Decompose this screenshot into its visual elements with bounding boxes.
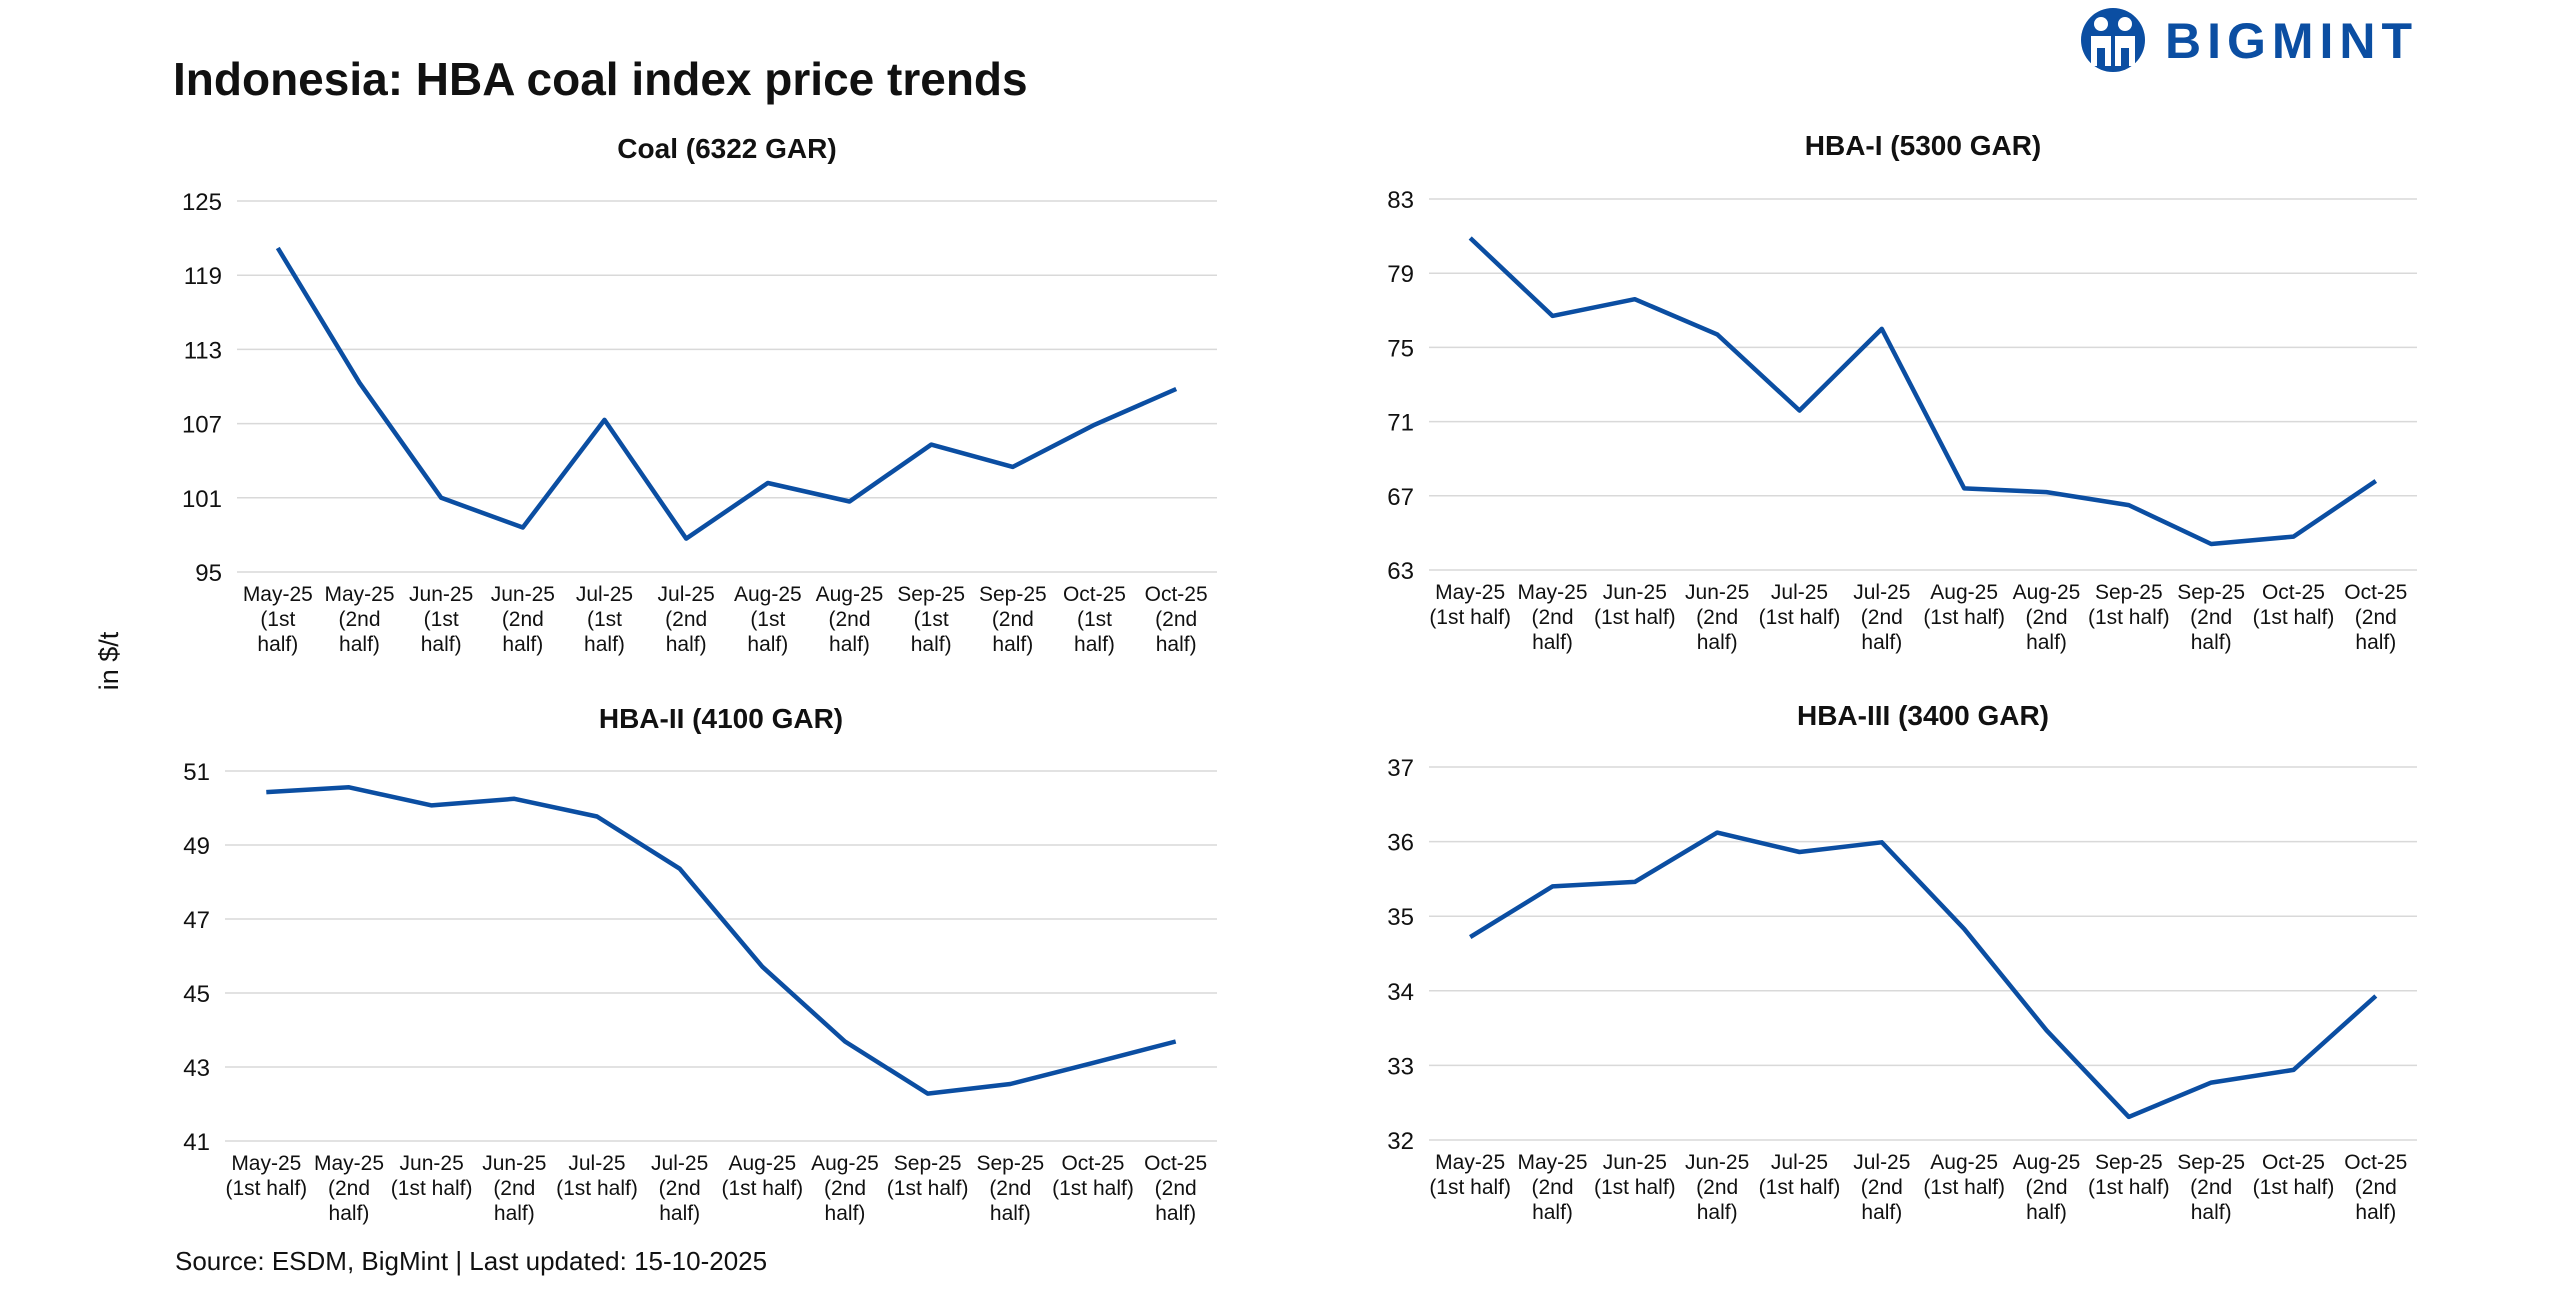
x-tick-label: May-25 (1st half) xyxy=(242,583,313,656)
x-tick-label: Oct-25 (2nd half) xyxy=(1144,583,1208,656)
y-tick-label: 47 xyxy=(183,907,210,934)
x-tick-label: May-25 (2nd half) xyxy=(1517,1151,1588,1224)
x-tick-label: Aug-25 (2nd half) xyxy=(2012,1151,2081,1224)
x-tick-label: Aug-25 (1st half) xyxy=(733,583,802,656)
x-tick-label: Jul-25 (2nd half) xyxy=(1853,581,1911,654)
y-tick-label: 49 xyxy=(183,833,210,860)
y-tick-label: 113 xyxy=(184,337,222,364)
x-tick-label: Jun-25 (2nd half) xyxy=(1685,1151,1750,1224)
x-tick-label: May-25 (1st half) xyxy=(1429,1151,1512,1199)
y-tick-label: 75 xyxy=(1387,335,1414,362)
data-line xyxy=(1468,236,2378,547)
x-tick-label: Oct-25 (1st half) xyxy=(1052,1152,1134,1200)
chart-title: Coal (6322 GAR) xyxy=(617,133,836,164)
y-tick-label: 95 xyxy=(195,560,222,587)
y-tick-label: 67 xyxy=(1387,484,1414,511)
x-tick-label: Jun-25 (1st half) xyxy=(1593,581,1676,629)
x-tick-label: Sep-25 (1st half) xyxy=(2087,581,2170,629)
x-tick-label: Jul-25 (1st half) xyxy=(1758,1151,1841,1199)
x-tick-label: Sep-25 (2nd half) xyxy=(978,583,1047,656)
x-tick-label: Oct-25 (2nd half) xyxy=(2344,1151,2408,1224)
x-tick-label: Oct-25 (2nd half) xyxy=(2344,581,2408,654)
y-tick-label: 32 xyxy=(1387,1128,1414,1155)
y-tick-label: 79 xyxy=(1387,261,1414,288)
x-tick-label: May-25 (2nd half) xyxy=(1517,581,1588,654)
y-axis-label: in $/t xyxy=(94,631,124,690)
x-tick-label: Sep-25 (2nd half) xyxy=(2177,581,2246,654)
x-tick-label: Aug-25 (2nd half) xyxy=(2012,581,2081,654)
data-line xyxy=(1469,830,2378,1120)
x-tick-label: Oct-25 (1st half) xyxy=(2252,581,2335,629)
x-tick-label: Jul-25 (2nd half) xyxy=(657,583,715,656)
x-tick-label: Aug-25 (1st half) xyxy=(1923,1151,2006,1199)
y-tick-label: 101 xyxy=(182,486,222,513)
x-tick-label: Jun-25 (2nd half) xyxy=(482,1152,547,1225)
x-tick-label: Jul-25 (1st half) xyxy=(556,1152,638,1200)
x-tick-label: Jul-25 (1st half) xyxy=(1758,581,1841,629)
x-tick-label: Sep-25 (2nd half) xyxy=(976,1152,1045,1225)
chart-title: HBA-I (5300 GAR) xyxy=(1805,130,2041,161)
page-title: Indonesia: HBA coal index price trends xyxy=(173,53,1028,105)
y-tick-label: 71 xyxy=(1387,410,1414,437)
x-tick-label: Sep-25 (1st half) xyxy=(2087,1151,2170,1199)
logo-icon xyxy=(2081,8,2145,72)
y-tick-label: 43 xyxy=(183,1055,210,1082)
x-tick-label: Aug-25 (2nd half) xyxy=(815,583,884,656)
x-tick-label: May-25 (2nd half) xyxy=(324,583,395,656)
y-tick-label: 125 xyxy=(182,189,222,216)
chart-title: HBA-II (4100 GAR) xyxy=(599,703,843,734)
x-tick-label: Aug-25 (1st half) xyxy=(721,1152,804,1200)
x-tick-label: Jun-25 (2nd half) xyxy=(1685,581,1750,654)
x-tick-label: May-25 (1st half) xyxy=(225,1152,308,1200)
x-tick-label: Jun-25 (1st half) xyxy=(390,1152,473,1200)
x-tick-label: Sep-25 (1st half) xyxy=(886,1152,969,1200)
x-tick-label: Oct-25 (1st half) xyxy=(2252,1151,2335,1199)
y-tick-label: 119 xyxy=(184,263,222,290)
data-line xyxy=(266,785,1177,1096)
y-tick-label: 41 xyxy=(183,1129,210,1156)
y-tick-label: 35 xyxy=(1387,904,1414,931)
x-tick-label: May-25 (2nd half) xyxy=(313,1152,384,1225)
data-line xyxy=(275,246,1178,541)
x-tick-label: Sep-25 (2nd half) xyxy=(2177,1151,2246,1224)
x-tick-label: Sep-25 (1st half) xyxy=(897,583,966,656)
y-tick-label: 36 xyxy=(1387,830,1414,857)
x-tick-label: Jul-25 (1st half) xyxy=(575,583,634,656)
y-tick-label: 83 xyxy=(1387,187,1414,214)
y-tick-label: 51 xyxy=(183,759,210,786)
x-tick-label: Jun-25 (1st half) xyxy=(409,583,474,656)
y-tick-label: 37 xyxy=(1387,755,1414,782)
x-tick-label: May-25 (1st half) xyxy=(1429,581,1512,629)
x-tick-label: Oct-25 (1st half) xyxy=(1062,583,1126,656)
source-note: Source: ESDM, BigMint | Last updated: 15… xyxy=(175,1246,767,1276)
x-tick-label: Jul-25 (2nd half) xyxy=(1853,1151,1911,1224)
x-tick-label: Oct-25 (2nd half) xyxy=(1144,1152,1208,1225)
logo-text: BIGMINT xyxy=(2165,13,2418,69)
y-tick-label: 107 xyxy=(182,412,222,439)
y-tick-label: 45 xyxy=(183,981,210,1008)
y-tick-label: 33 xyxy=(1387,1053,1414,1080)
y-tick-label: 34 xyxy=(1387,979,1414,1006)
x-tick-label: Jun-25 (2nd half) xyxy=(490,583,555,656)
x-tick-label: Aug-25 (2nd half) xyxy=(811,1152,879,1225)
x-tick-label: Jun-25 (1st half) xyxy=(1593,1151,1676,1199)
y-tick-label: 63 xyxy=(1387,558,1414,585)
chart-title: HBA-III (3400 GAR) xyxy=(1797,700,2049,731)
x-tick-label: Aug-25 (1st half) xyxy=(1923,581,2006,629)
x-tick-label: Jul-25 (2nd half) xyxy=(651,1152,709,1225)
